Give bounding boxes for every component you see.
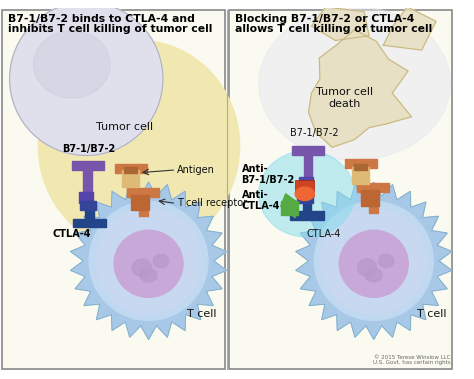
Bar — [73, 219, 106, 227]
Bar — [361, 190, 379, 206]
Ellipse shape — [153, 254, 169, 268]
Bar — [291, 211, 324, 220]
Circle shape — [9, 2, 163, 155]
Circle shape — [89, 202, 208, 320]
Bar — [297, 194, 313, 204]
Text: B7-1/B7-2 binds to CTLA-4 and: B7-1/B7-2 binds to CTLA-4 and — [8, 14, 194, 23]
Polygon shape — [383, 7, 436, 50]
Ellipse shape — [365, 269, 383, 282]
Bar — [72, 161, 103, 170]
Ellipse shape — [259, 151, 355, 237]
Bar — [292, 146, 324, 155]
Polygon shape — [281, 194, 299, 218]
Bar — [131, 195, 148, 210]
Bar — [85, 202, 94, 222]
Bar — [124, 167, 137, 173]
Bar — [295, 180, 314, 196]
Bar — [357, 183, 389, 192]
Circle shape — [314, 202, 433, 320]
Circle shape — [321, 208, 427, 313]
Bar — [80, 200, 96, 210]
Ellipse shape — [295, 187, 314, 200]
Ellipse shape — [140, 269, 157, 282]
Ellipse shape — [132, 259, 151, 276]
Bar — [229, 10, 452, 369]
Text: B7-1/B7-2: B7-1/B7-2 — [62, 144, 116, 153]
Bar — [304, 151, 312, 179]
Text: Tumor cell
death: Tumor cell death — [317, 87, 374, 109]
Bar — [139, 192, 147, 216]
Circle shape — [96, 208, 201, 313]
Bar — [303, 194, 311, 215]
Ellipse shape — [339, 230, 408, 297]
Text: Antigen: Antigen — [177, 165, 215, 175]
Text: Anti-
B7-1/B7-2: Anti- B7-1/B7-2 — [242, 164, 295, 185]
Bar — [299, 177, 313, 186]
Bar — [2, 10, 225, 369]
Text: inhibits T cell killing of tumor cell: inhibits T cell killing of tumor cell — [8, 24, 212, 34]
Text: © 2015 Terese Winslow LLC
U.S. Govt. has certain rights: © 2015 Terese Winslow LLC U.S. Govt. has… — [373, 355, 450, 365]
Text: T cell: T cell — [186, 309, 216, 319]
Text: Tumor cell: Tumor cell — [96, 122, 153, 132]
Ellipse shape — [38, 41, 239, 251]
Text: CTLA-4: CTLA-4 — [53, 229, 91, 239]
Bar — [356, 164, 365, 191]
Bar — [79, 192, 93, 204]
Text: allows T cell killing of tumor cell: allows T cell killing of tumor cell — [235, 24, 432, 34]
Ellipse shape — [34, 31, 110, 98]
Bar — [127, 170, 135, 194]
Bar — [352, 167, 369, 184]
Text: T cell receptor: T cell receptor — [177, 198, 247, 208]
Bar — [354, 164, 367, 170]
Bar — [128, 188, 159, 197]
Text: B7-1/B7-2: B7-1/B7-2 — [291, 128, 339, 138]
Text: T cell: T cell — [417, 309, 446, 319]
Ellipse shape — [259, 7, 450, 160]
Bar — [369, 186, 378, 213]
Text: CTLA-4: CTLA-4 — [307, 229, 341, 239]
Polygon shape — [71, 182, 227, 340]
Text: Blocking B7-1/B7-2 or CTLA-4: Blocking B7-1/B7-2 or CTLA-4 — [235, 14, 414, 23]
Text: Anti-
CTLA-4: Anti- CTLA-4 — [242, 190, 280, 211]
Ellipse shape — [357, 259, 377, 276]
Ellipse shape — [379, 254, 394, 268]
Ellipse shape — [114, 230, 183, 297]
Bar — [83, 165, 92, 194]
Polygon shape — [311, 7, 369, 41]
Polygon shape — [296, 182, 452, 340]
Polygon shape — [309, 30, 411, 147]
Bar — [115, 164, 146, 173]
Bar — [345, 159, 377, 168]
Bar — [281, 202, 298, 215]
Bar — [122, 170, 139, 187]
